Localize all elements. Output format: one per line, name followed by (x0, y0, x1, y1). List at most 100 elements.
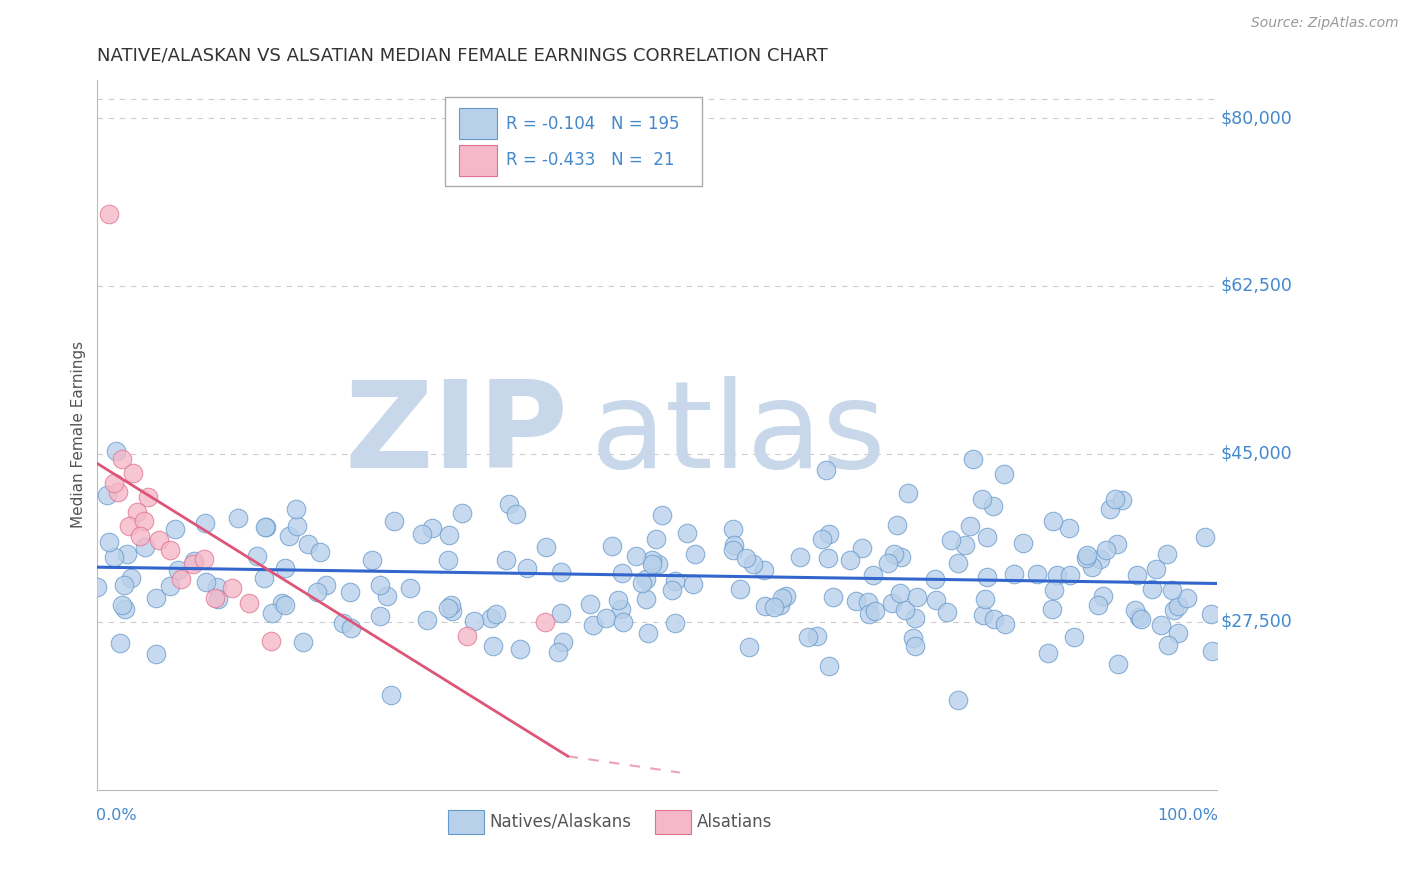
Point (440, 598, 463, 612)
Point (292, 635, 315, 649)
Point (516, 561, 538, 575)
Point (112, 577, 135, 591)
Point (955, 538, 977, 552)
Point (1059, 567, 1081, 582)
Text: atlas: atlas (591, 376, 886, 493)
Point (897, 486, 920, 500)
Point (368, 578, 391, 592)
Point (939, 533, 962, 548)
Text: $27,500: $27,500 (1220, 613, 1292, 631)
Point (1177, 591, 1199, 605)
Point (1042, 514, 1064, 528)
Point (436, 553, 458, 567)
Point (246, 549, 269, 563)
Point (117, 547, 139, 561)
Point (181, 558, 204, 572)
FancyBboxPatch shape (460, 145, 498, 176)
Point (498, 497, 520, 511)
Text: 0.0%: 0.0% (96, 807, 136, 822)
Point (983, 612, 1005, 626)
Point (637, 625, 659, 640)
Point (509, 641, 531, 656)
Point (167, 563, 190, 577)
Point (883, 547, 905, 561)
Point (754, 563, 776, 577)
Point (578, 597, 600, 611)
Point (129, 528, 152, 542)
Point (205, 580, 228, 594)
Point (277, 529, 299, 543)
Point (880, 596, 903, 610)
Point (399, 582, 422, 596)
Point (811, 533, 834, 547)
Text: Alsatians: Alsatians (696, 813, 772, 830)
Point (904, 610, 927, 624)
FancyBboxPatch shape (444, 97, 702, 186)
Point (194, 516, 217, 530)
Point (647, 558, 669, 572)
Point (858, 607, 880, 622)
Point (183, 553, 205, 567)
Point (482, 640, 505, 654)
Point (1059, 520, 1081, 534)
Point (380, 688, 402, 702)
Point (1094, 543, 1116, 558)
Point (876, 556, 898, 570)
Point (815, 463, 838, 477)
Point (103, 549, 125, 564)
Point (1087, 598, 1109, 612)
Point (641, 557, 664, 571)
Point (1157, 638, 1180, 652)
Point (1111, 492, 1133, 507)
Point (775, 589, 797, 603)
Point (165, 522, 187, 536)
Point (886, 517, 908, 532)
Point (550, 606, 572, 620)
Text: R = -0.433   N =  21: R = -0.433 N = 21 (506, 152, 675, 169)
Point (818, 526, 841, 541)
Point (1002, 566, 1025, 581)
Point (981, 499, 1004, 513)
Point (661, 582, 683, 597)
FancyBboxPatch shape (655, 810, 690, 834)
Point (285, 519, 308, 533)
Point (610, 601, 633, 615)
Point (505, 508, 527, 522)
Point (634, 591, 657, 606)
Point (948, 556, 970, 570)
Text: $45,000: $45,000 (1220, 445, 1292, 463)
Point (738, 640, 761, 655)
Point (976, 530, 998, 544)
Point (851, 541, 873, 556)
Point (437, 527, 460, 541)
Point (159, 579, 181, 593)
Point (723, 522, 745, 536)
Point (675, 525, 697, 540)
Point (1092, 589, 1115, 603)
Point (463, 615, 485, 629)
Point (741, 557, 763, 571)
Point (103, 475, 125, 490)
Point (1098, 502, 1121, 516)
Point (339, 585, 361, 599)
Point (901, 631, 924, 645)
Point (610, 566, 633, 580)
Point (925, 593, 948, 607)
Point (411, 527, 433, 541)
Point (226, 510, 249, 524)
Point (308, 545, 330, 559)
Point (107, 485, 129, 500)
Point (862, 567, 884, 582)
Point (1107, 537, 1129, 551)
Point (207, 591, 229, 606)
Point (1081, 559, 1104, 574)
Point (924, 572, 946, 586)
Point (550, 565, 572, 579)
Point (770, 591, 793, 605)
Point (959, 519, 981, 533)
Point (683, 547, 706, 561)
Point (796, 630, 818, 644)
Point (1046, 568, 1069, 582)
Point (1104, 491, 1126, 506)
Point (789, 549, 811, 564)
